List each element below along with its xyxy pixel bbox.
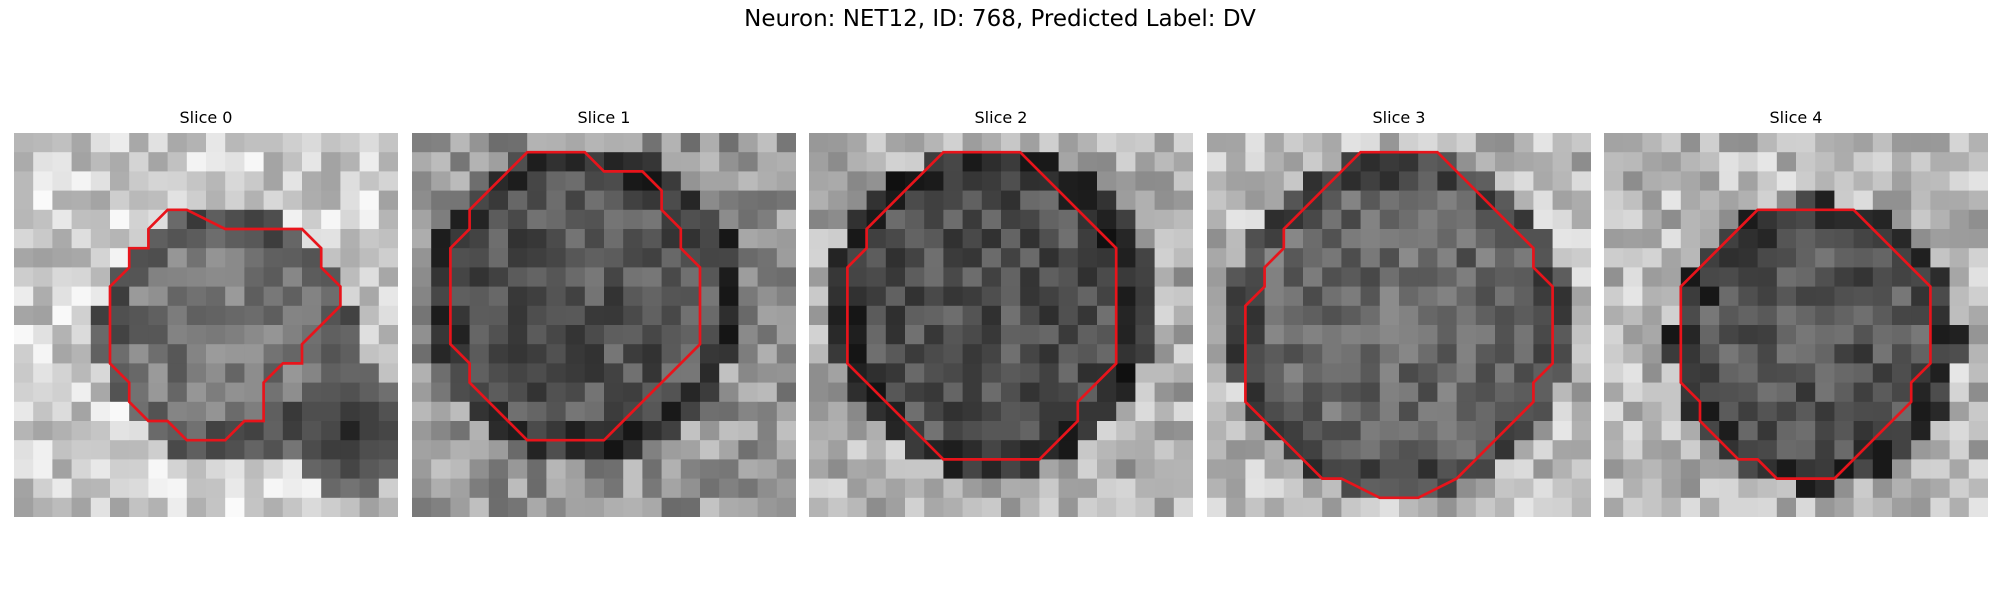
slice-title-3: Slice 3 <box>1372 108 1426 127</box>
cell-contour <box>1244 150 1554 500</box>
cell-contour <box>846 150 1118 461</box>
pixel-grid <box>412 133 796 517</box>
slice-image-2 <box>809 133 1193 517</box>
slice-image-1 <box>412 133 796 517</box>
slice-panel-4: Slice 4 <box>1604 108 1988 520</box>
slice-title-1: Slice 1 <box>577 108 631 127</box>
slice-panel-3: Slice 3 <box>1207 108 1591 520</box>
slice-panel-0: Slice 0 <box>14 108 398 520</box>
figure-title: Neuron: NET12, ID: 768, Predicted Label:… <box>744 6 1256 32</box>
pixel-grid <box>809 133 1193 517</box>
cell-contour <box>1679 208 1932 480</box>
slice-title-4: Slice 4 <box>1769 108 1823 127</box>
slice-title-0: Slice 0 <box>179 108 233 127</box>
cell-contour <box>449 150 702 442</box>
pixel-grid <box>1207 133 1591 517</box>
slice-title-2: Slice 2 <box>974 108 1028 127</box>
slice-panel-2: Slice 2 <box>809 108 1193 520</box>
slice-image-0 <box>14 133 398 517</box>
cell-contour <box>108 208 342 442</box>
pixel-grid <box>14 133 398 517</box>
slice-image-3 <box>1207 133 1591 517</box>
slice-panel-1: Slice 1 <box>412 108 796 520</box>
slice-image-4 <box>1604 133 1988 517</box>
